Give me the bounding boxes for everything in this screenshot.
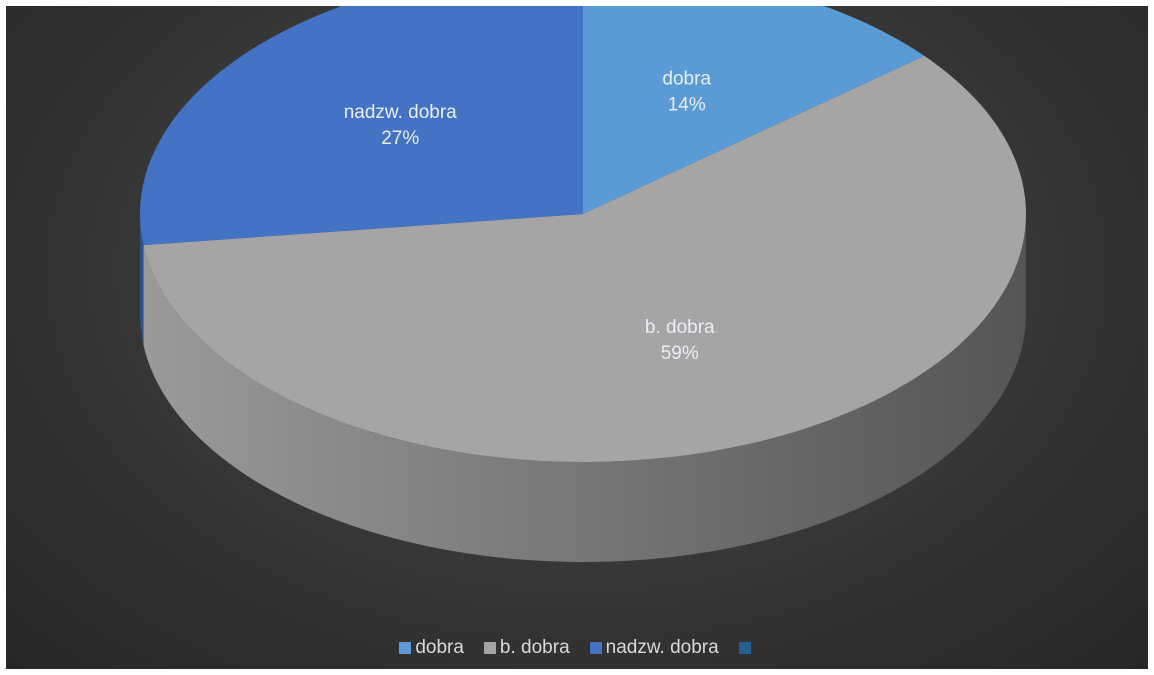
legend-swatch-dobra [399, 642, 412, 654]
legend-swatch-empty [738, 642, 751, 654]
slice-label-name-1: b. dobra [645, 317, 715, 338]
legend-label-nadzw-dobra: nadzw. dobra [605, 637, 719, 658]
legend-item-empty [738, 642, 755, 654]
pie-side-1 [143, 214, 1027, 563]
legend-item-dobra: dobra [399, 637, 464, 659]
slice-label-value-2: 27% [381, 128, 419, 149]
pie-slice-1 [143, 55, 1027, 462]
legend-label-b-dobra: b. dobra [499, 637, 570, 658]
slice-label-name-0: dobra [662, 69, 711, 90]
legend-label-dobra: dobra [415, 637, 464, 658]
pie-slice-0 [583, 6, 925, 214]
pie-side-2 [140, 214, 144, 346]
chart-area: dobra 14% b. dobra 59% nadzw. dobra 27% dobra… [6, 6, 1148, 669]
legend-swatch-b-dobra [483, 642, 496, 654]
slice-label-value-0: 14% [668, 95, 706, 116]
slice-label-value-1: 59% [661, 343, 699, 364]
slice-label-name-2: nadzw. dobra [344, 102, 457, 123]
legend-item-b-dobra: b. dobra [483, 637, 570, 659]
legend-item-nadzw-dobra: nadzw. dobra [589, 637, 719, 659]
pie-slice-2 [140, 6, 583, 246]
pie-chart: dobra 14% b. dobra 59% nadzw. dobra 27% [140, 6, 1027, 563]
legend-swatch-nadzw-dobra [589, 642, 602, 654]
legend: dobra b. dobra nadzw. dobra [6, 636, 1148, 660]
